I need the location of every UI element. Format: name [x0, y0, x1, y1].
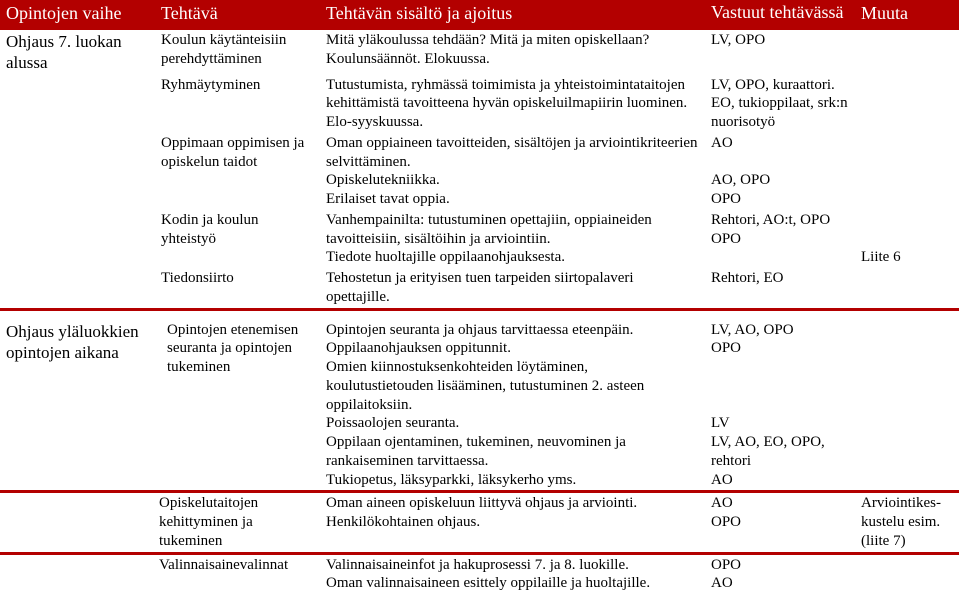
- phase-cell: [0, 492, 155, 552]
- header-row: Opintojen vaihe Tehtävä Tehtävän sisältö…: [0, 0, 959, 29]
- other-cell: Arviointikes-kustelu esim. (liite 7): [855, 492, 959, 552]
- header-content: Tehtävän sisältö ja ajoitus: [320, 0, 705, 29]
- resp-cell: AO AO, OPO OPO: [705, 133, 855, 210]
- task-cell: Oppimaan oppimisen ja opiskelun taidot: [155, 133, 320, 210]
- phase-cell: Ohjaus 7. luokan alussa: [0, 29, 155, 75]
- content-cell: Oman oppiaineen tavoitteiden, sisältöjen…: [320, 133, 705, 210]
- other-cell: [855, 553, 959, 594]
- other-cell: [855, 133, 959, 210]
- resp-cell: Rehtori, AO:t, OPO OPO: [705, 210, 855, 268]
- task-cell: Opintojen etenemisen seuranta ja opintoj…: [155, 309, 320, 490]
- phase-cell: [0, 133, 155, 210]
- header-phase: Opintojen vaihe: [0, 0, 155, 29]
- table-row: ValinnaisainevalinnatValinnaisaineinfot …: [0, 553, 959, 594]
- table-row: Opiskelutaitojen kehittyminen ja tukemin…: [0, 492, 959, 552]
- content-cell: Valinnaisaineinfot ja hakuprosessi 7. ja…: [320, 553, 705, 594]
- resp-cell: AO OPO: [705, 492, 855, 552]
- phase-cell: Ohjaus yläluokkien opintojen aikana: [0, 309, 155, 490]
- other-cell: [855, 309, 959, 490]
- table-row: Kodin ja koulun yhteistyöVanhempainilta:…: [0, 210, 959, 268]
- phase-cell: [0, 553, 155, 594]
- content-cell: Tehostetun ja erityisen tuen tarpeiden s…: [320, 268, 705, 308]
- task-cell: Kodin ja koulun yhteistyö: [155, 210, 320, 268]
- header-other: Muuta: [855, 0, 959, 29]
- task-cell: Valinnaisainevalinnat: [155, 553, 320, 594]
- resp-cell: Rehtori, EO: [705, 268, 855, 308]
- curriculum-table: Opintojen vaihe Tehtävä Tehtävän sisältö…: [0, 0, 959, 594]
- other-cell: [855, 268, 959, 308]
- task-cell: Ryhmäytyminen: [155, 75, 320, 133]
- phase-cell: [0, 75, 155, 133]
- header-task: Tehtävä: [155, 0, 320, 29]
- resp-cell: LV, OPO: [705, 29, 855, 75]
- content-cell: Opintojen seuranta ja ohjaus tarvittaess…: [320, 309, 705, 490]
- other-cell: [855, 75, 959, 133]
- resp-cell: LV, OPO, kuraattori. EO, tukioppilaat, s…: [705, 75, 855, 133]
- header-resp: Vastuut tehtävässä: [705, 0, 855, 29]
- other-cell: Liite 6: [855, 210, 959, 268]
- resp-cell: OPO AO: [705, 553, 855, 594]
- phase-cell: [0, 210, 155, 268]
- content-cell: Vanhempainilta: tutustuminen opettajiin,…: [320, 210, 705, 268]
- table-row: Ohjaus 7. luokan alussaKoulun käytänteis…: [0, 29, 959, 75]
- resp-cell: LV, AO, OPO OPO LV LV, AO, EO, OPO, reht…: [705, 309, 855, 490]
- task-cell: Koulun käytänteisiin perehdyttäminen: [155, 29, 320, 75]
- content-cell: Oman aineen opiskeluun liittyvä ohjaus j…: [320, 492, 705, 552]
- task-cell: Tiedonsiirto: [155, 268, 320, 308]
- table-row: Oppimaan oppimisen ja opiskelun taidotOm…: [0, 133, 959, 210]
- other-cell: [855, 29, 959, 75]
- table-row: RyhmäytyminenTutustumista, ryhmässä toim…: [0, 75, 959, 133]
- content-cell: Mitä yläkoulussa tehdään? Mitä ja miten …: [320, 29, 705, 75]
- table-row: Ohjaus yläluokkien opintojen aikanaOpint…: [0, 309, 959, 490]
- task-cell: Opiskelutaitojen kehittyminen ja tukemin…: [155, 492, 320, 552]
- phase-cell: [0, 268, 155, 308]
- table-row: TiedonsiirtoTehostetun ja erityisen tuen…: [0, 268, 959, 308]
- content-cell: Tutustumista, ryhmässä toimimista ja yht…: [320, 75, 705, 133]
